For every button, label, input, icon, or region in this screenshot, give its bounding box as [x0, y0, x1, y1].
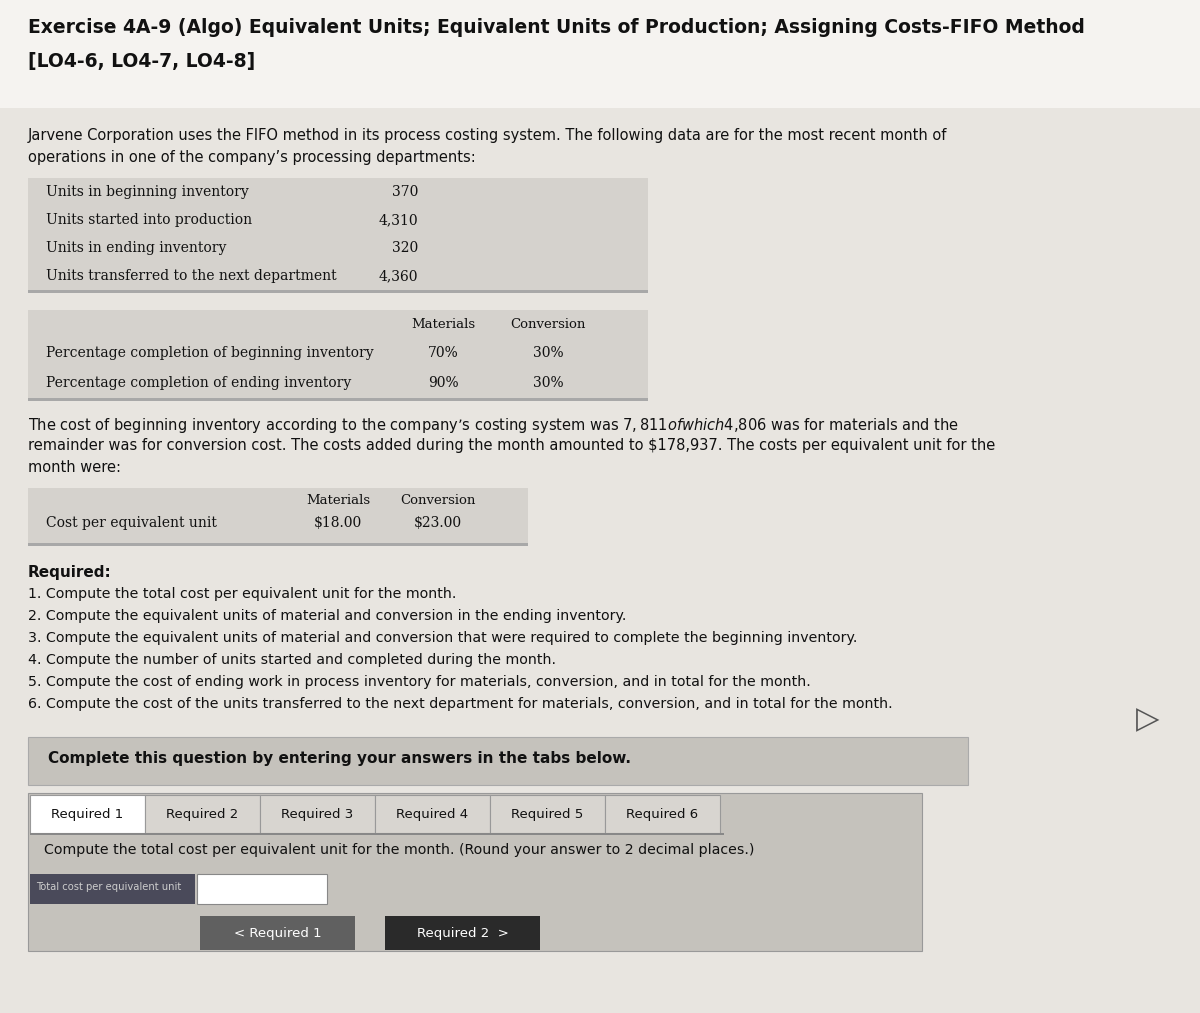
- Bar: [145, 795, 260, 833]
- Bar: [385, 916, 540, 950]
- Bar: [0, 0, 1200, 108]
- Text: Units started into production: Units started into production: [46, 213, 252, 227]
- Bar: [28, 178, 648, 290]
- Text: 5. Compute the cost of ending work in process inventory for materials, conversio: 5. Compute the cost of ending work in pr…: [28, 675, 811, 689]
- Text: operations in one of the company’s processing departments:: operations in one of the company’s proce…: [28, 150, 475, 165]
- Text: Percentage completion of ending inventory: Percentage completion of ending inventor…: [46, 376, 352, 390]
- Text: 320: 320: [391, 241, 418, 255]
- Text: The cost of beginning inventory according to the company’s costing system was $7: The cost of beginning inventory accordin…: [28, 416, 959, 435]
- Bar: [490, 795, 605, 833]
- Text: $23.00: $23.00: [414, 516, 462, 530]
- Text: Materials: Materials: [306, 494, 370, 506]
- Text: 70%: 70%: [427, 346, 458, 360]
- Text: Units in ending inventory: Units in ending inventory: [46, 241, 227, 255]
- Text: Complete this question by entering your answers in the tabs below.: Complete this question by entering your …: [48, 751, 631, 766]
- Bar: [605, 795, 720, 833]
- Bar: [197, 874, 326, 904]
- Bar: [30, 833, 724, 835]
- Text: Cost per equivalent unit: Cost per equivalent unit: [46, 516, 217, 530]
- Bar: [28, 793, 922, 951]
- Text: ▷: ▷: [1136, 705, 1159, 734]
- Bar: [30, 795, 145, 833]
- Text: < Required 1: < Required 1: [234, 927, 322, 939]
- Text: 90%: 90%: [427, 376, 458, 390]
- Text: Units transferred to the next department: Units transferred to the next department: [46, 269, 337, 283]
- Text: 370: 370: [391, 185, 418, 199]
- Text: Jarvene Corporation uses the FIFO method in its process costing system. The foll: Jarvene Corporation uses the FIFO method…: [28, 128, 947, 143]
- Text: remainder was for conversion cost. The costs added during the month amounted to : remainder was for conversion cost. The c…: [28, 438, 995, 453]
- Bar: [28, 290, 648, 293]
- Text: Required:: Required:: [28, 565, 112, 580]
- Bar: [374, 795, 490, 833]
- Text: Required 1: Required 1: [50, 807, 124, 821]
- Text: Required 5: Required 5: [511, 807, 583, 821]
- Text: 2. Compute the equivalent units of material and conversion in the ending invento: 2. Compute the equivalent units of mater…: [28, 609, 626, 623]
- Text: 4,360: 4,360: [378, 269, 418, 283]
- Bar: [28, 398, 648, 401]
- Text: Required 4: Required 4: [396, 807, 468, 821]
- Text: 3. Compute the equivalent units of material and conversion that were required to: 3. Compute the equivalent units of mater…: [28, 631, 857, 645]
- Text: Required 3: Required 3: [281, 807, 353, 821]
- Text: $18.00: $18.00: [314, 516, 362, 530]
- Text: Required 2  >: Required 2 >: [418, 927, 509, 939]
- Bar: [28, 737, 968, 785]
- Text: Materials: Materials: [410, 318, 475, 331]
- Text: Total cost per equivalent unit: Total cost per equivalent unit: [36, 882, 181, 892]
- Bar: [28, 488, 528, 543]
- Text: Units in beginning inventory: Units in beginning inventory: [46, 185, 248, 199]
- Bar: [200, 916, 355, 950]
- Bar: [28, 543, 528, 546]
- Text: 4. Compute the number of units started and completed during the month.: 4. Compute the number of units started a…: [28, 653, 556, 667]
- Text: Conversion: Conversion: [510, 318, 586, 331]
- Text: 1. Compute the total cost per equivalent unit for the month.: 1. Compute the total cost per equivalent…: [28, 587, 456, 601]
- Text: Compute the total cost per equivalent unit for the month. (Round your answer to : Compute the total cost per equivalent un…: [44, 843, 755, 857]
- Text: 4,310: 4,310: [378, 213, 418, 227]
- Bar: [28, 310, 648, 398]
- Text: Percentage completion of beginning inventory: Percentage completion of beginning inven…: [46, 346, 373, 360]
- Text: Required 2: Required 2: [166, 807, 238, 821]
- Text: 30%: 30%: [533, 376, 563, 390]
- Text: Exercise 4A-9 (Algo) Equivalent Units; Equivalent Units of Production; Assigning: Exercise 4A-9 (Algo) Equivalent Units; E…: [28, 18, 1085, 37]
- Text: month were:: month were:: [28, 460, 121, 475]
- Bar: [30, 874, 194, 904]
- Text: Required 6: Required 6: [626, 807, 698, 821]
- Text: 6. Compute the cost of the units transferred to the next department for material: 6. Compute the cost of the units transfe…: [28, 697, 893, 711]
- Bar: [0, 108, 1200, 1013]
- Text: Conversion: Conversion: [401, 494, 475, 506]
- Text: 30%: 30%: [533, 346, 563, 360]
- Text: [LO4-6, LO4-7, LO4-8]: [LO4-6, LO4-7, LO4-8]: [28, 52, 256, 71]
- Bar: [260, 795, 374, 833]
